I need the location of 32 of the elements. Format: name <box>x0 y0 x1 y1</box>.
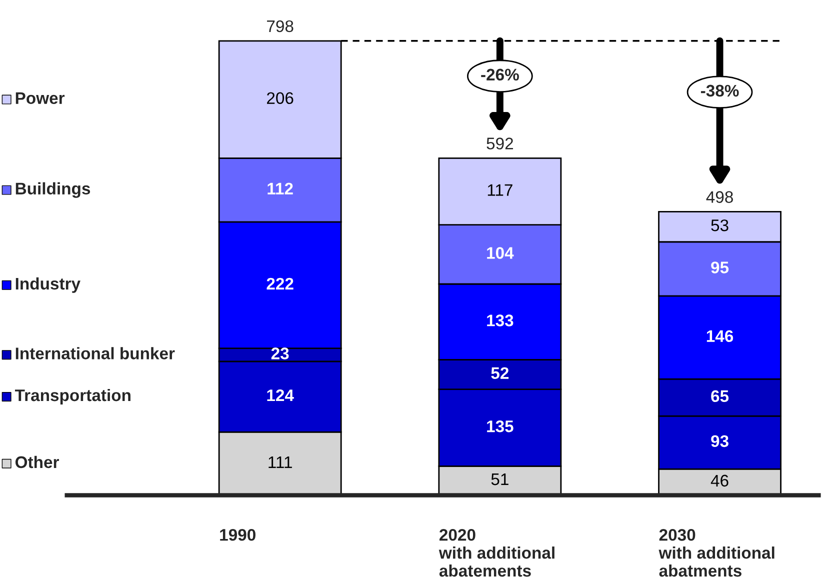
annotation: -26% <box>481 68 519 81</box>
legend-label: Buildings <box>16 182 90 198</box>
data-label: 206 <box>267 92 294 104</box>
data-label: 65 <box>711 390 729 402</box>
annotation: -38% <box>700 84 739 97</box>
x-tick-label: 1990 <box>220 529 256 541</box>
data-label: 124 <box>267 389 294 402</box>
data-label: 53 <box>711 219 728 232</box>
data-label: 46 <box>710 474 728 487</box>
data-label: 52 <box>491 367 509 380</box>
data-label: 51 <box>491 474 508 486</box>
data-label: 23 <box>271 348 289 360</box>
total-label: 592 <box>486 138 513 150</box>
legend-label: Industry <box>16 277 80 293</box>
data-label: 135 <box>487 420 514 432</box>
data-label: 112 <box>268 182 293 194</box>
data-label: 222 <box>266 278 294 290</box>
x-tick-label: 2030 with additional abatments <box>658 529 774 577</box>
legend-label: Transportation <box>14 388 130 405</box>
data-label: 146 <box>706 330 734 342</box>
legend-label: Power <box>16 92 65 104</box>
data-label: 133 <box>487 314 514 326</box>
data-label: 117 <box>488 184 512 196</box>
data-label: 111 <box>268 456 292 468</box>
x-tick-label: 2020 with additional abatements <box>438 529 554 577</box>
total-label: 498 <box>706 191 733 203</box>
legend-label: Other <box>15 456 59 468</box>
data-label: 95 <box>711 262 729 274</box>
total-label: 798 <box>267 20 294 32</box>
data-label: 104 <box>487 247 514 259</box>
legend-label: International bunker <box>16 347 175 360</box>
data-label: 93 <box>711 435 728 448</box>
